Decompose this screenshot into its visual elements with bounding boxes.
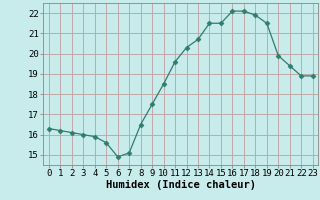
X-axis label: Humidex (Indice chaleur): Humidex (Indice chaleur) [106,180,256,190]
